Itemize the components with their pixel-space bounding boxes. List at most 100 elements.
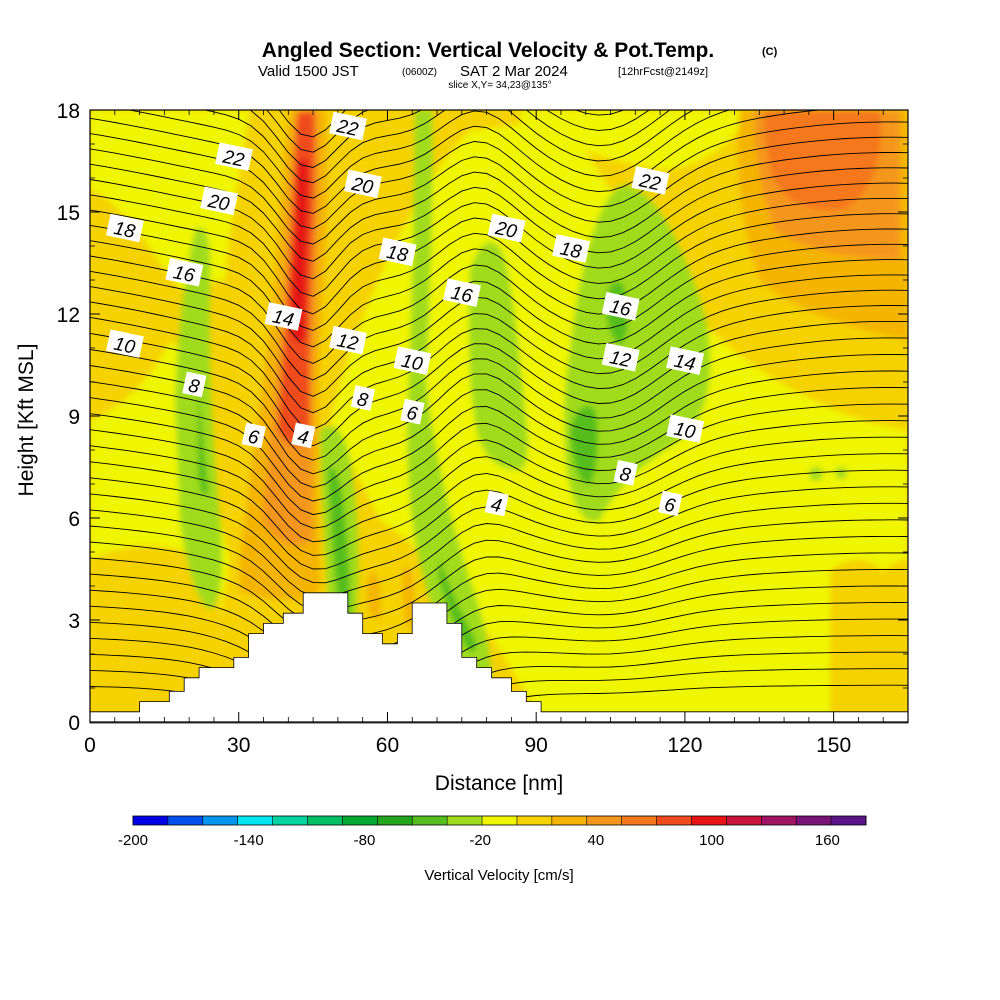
theta-contour-line	[90, 387, 908, 502]
contour-label-box	[105, 329, 144, 358]
velocity-region-small-green	[809, 467, 823, 481]
theta-contour-line	[90, 289, 908, 414]
contour-label-box	[666, 346, 705, 375]
forecast-info: [12hrFcst@2149z]	[618, 66, 708, 78]
theta-contour-line	[90, 320, 908, 447]
theta-contour-line	[90, 602, 908, 685]
contour-label: 8	[182, 371, 207, 398]
contour-label-text: 14	[270, 306, 295, 331]
contour-label: 22	[631, 166, 670, 195]
contour-label: 10	[105, 329, 144, 359]
x-tick-label: 30	[227, 734, 250, 757]
contour-label-text: 10	[112, 334, 137, 359]
contour-label-box	[343, 169, 382, 199]
contour-label-box	[400, 398, 425, 425]
contour-label-box	[658, 490, 683, 517]
contour-label-text: 20	[205, 191, 231, 216]
contour-labels: 22 22 22 20 20 20 18 18 18 16 16 16 14 14 12 12 10 10 10 8 8…	[105, 111, 705, 517]
contour-label-text: 18	[112, 218, 137, 243]
colorbar-tick-label: 160	[815, 832, 840, 849]
colorbar-tick-label: -80	[354, 832, 376, 849]
y-tick-label: 12	[57, 304, 80, 327]
contour-label-text: 20	[349, 174, 375, 199]
contour-label: 6	[400, 398, 425, 426]
contour-label: 6	[241, 422, 266, 449]
copyright-mark: (C)	[762, 46, 778, 58]
contour-label-text: 22	[220, 146, 246, 171]
contour-label-box	[378, 237, 417, 267]
contour-label-box	[215, 142, 253, 171]
x-tick-label: 150	[816, 734, 851, 757]
contour-label-box	[241, 422, 266, 449]
contour-label-box	[487, 213, 526, 243]
theta-contour-line	[90, 354, 908, 475]
colorbar-swatch	[621, 816, 657, 825]
y-tick-label: 18	[57, 100, 80, 123]
contour-label-text: 12	[608, 347, 633, 372]
colorbar-tick-label: 40	[588, 832, 605, 849]
contour-label-text: 20	[493, 218, 519, 243]
contour-label: 22	[329, 111, 367, 141]
theta-contour-line	[90, 228, 908, 348]
contour-label-box	[552, 234, 591, 263]
theta-contour-line	[90, 136, 908, 245]
y-tick-label: 3	[68, 610, 80, 633]
contour-label: 6	[658, 490, 683, 517]
contour-label-text: 18	[558, 238, 583, 263]
contour-label-text: 10	[672, 419, 697, 444]
contour-label-box	[443, 278, 481, 307]
theta-contour-line	[90, 213, 908, 331]
contour-label: 8	[350, 385, 375, 412]
contour-label: 8	[613, 459, 638, 487]
contour-label-box	[329, 111, 367, 141]
contour-label: 12	[329, 325, 367, 355]
colorbar-swatch	[342, 816, 378, 825]
x-tick-label: 90	[525, 734, 548, 757]
colorbar-swatch	[516, 816, 553, 825]
colorbar-swatch	[412, 816, 448, 825]
velocity-region-green	[468, 241, 528, 470]
x-tick-label: 0	[84, 734, 96, 757]
colorbar-label: Vertical Velocity [cm/s]	[424, 867, 573, 884]
contour-label-box	[601, 291, 640, 321]
y-tick-label: 0	[68, 712, 80, 735]
contour-label-text: 16	[171, 262, 196, 287]
colorbar-swatch	[307, 816, 343, 825]
contour-label-text: 22	[636, 170, 662, 195]
x-tick-label: 120	[667, 734, 702, 757]
x-axis-label: Distance [nm]	[435, 772, 563, 795]
contour-label-box	[350, 385, 375, 411]
contour-label-box	[484, 490, 509, 517]
velocity-region-dark-green	[438, 560, 477, 652]
theta-contour-line	[90, 436, 908, 543]
plot-area	[90, 110, 908, 722]
theta-contour-line	[90, 403, 908, 516]
theta-contour-line	[90, 585, 908, 670]
colorbar-swatch	[726, 816, 762, 825]
contour-label: 16	[443, 278, 481, 308]
theta-contour-line	[90, 370, 908, 488]
contour-label: 14	[666, 346, 705, 376]
contour-label-box	[329, 325, 367, 355]
y-tick-label: 6	[68, 508, 80, 531]
y-tick-label: 9	[68, 406, 80, 429]
theta-contour-line	[90, 552, 908, 640]
valid-utc: (0600Z)	[402, 67, 437, 78]
contour-label-text: 10	[399, 351, 424, 376]
theta-contour-line	[90, 243, 908, 364]
colorbar-swatch	[551, 816, 588, 825]
valid-date: SAT 2 Mar 2024	[460, 63, 568, 80]
velocity-region-red-orange	[764, 110, 881, 211]
contour-label: 14	[264, 302, 303, 331]
contour-label-text: 8	[355, 389, 370, 412]
y-tick-label: 15	[57, 202, 80, 225]
theta-contour-line	[90, 305, 908, 430]
velocity-region-dark-green	[570, 406, 598, 485]
contour-label-text: 8	[618, 464, 633, 487]
velocity-region-red	[290, 160, 308, 343]
contour-label-text: 6	[405, 403, 420, 426]
velocity-region-small-green	[835, 467, 847, 479]
theta-contour-line	[90, 635, 908, 718]
contour-label: 4	[291, 422, 316, 449]
